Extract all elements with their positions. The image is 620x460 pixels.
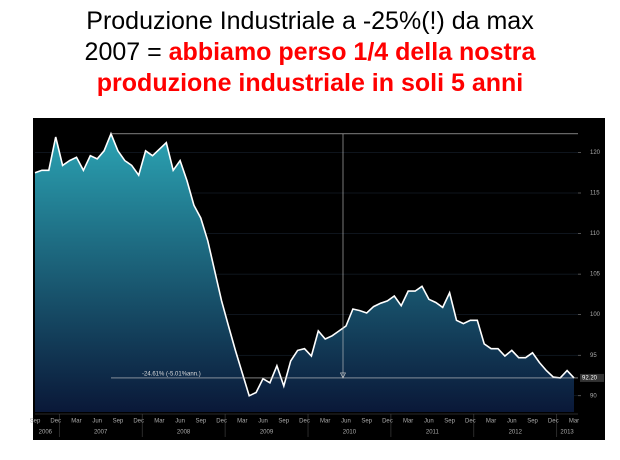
annotation: -24.61% (-5.01%ann.) — [142, 372, 201, 378]
x-tick-label: Sep — [444, 419, 455, 425]
y-tick-label: 100 — [590, 312, 601, 318]
title-text: Produzione Industriale a -25%(!) da max — [86, 7, 534, 35]
x-tick-label: Jun — [424, 419, 434, 425]
year-label: 2012 — [509, 430, 523, 436]
title-line: Produzione Industriale a -25%(!) da max — [0, 6, 620, 37]
x-tick-label: Mar — [237, 419, 247, 425]
y-tick-label: 115 — [590, 191, 600, 197]
year-label: 2010 — [343, 430, 357, 436]
x-tick-label: Sep — [113, 419, 124, 425]
last-value-label: 92.20 — [582, 376, 598, 382]
y-tick-label: 90 — [590, 393, 597, 399]
x-tick-label: Jun — [175, 419, 185, 425]
last-value-tag — [580, 373, 604, 382]
x-tick-label: Sep — [527, 419, 538, 425]
x-tick-label: Mar — [71, 419, 81, 425]
x-tick-label: Dec — [216, 419, 227, 425]
area — [35, 133, 574, 413]
title-text: produzione industriale in soli 5 anni — [96, 69, 524, 97]
x-tick-label: Sep — [278, 419, 289, 425]
y-tick-label: 105 — [590, 272, 601, 278]
year-label: 2013 — [560, 430, 574, 436]
year-label: 2007 — [94, 430, 108, 436]
year-label: 2011 — [426, 430, 440, 436]
year-label: 2009 — [260, 430, 274, 436]
title-text: abbiamo perso 1/4 della nostra — [168, 38, 536, 66]
x-tick-label: Mar — [403, 419, 413, 425]
x-tick-label: Jun — [507, 419, 517, 425]
x-tick-label: Dec — [382, 419, 393, 425]
x-tick-label: Jun — [258, 419, 268, 425]
title-line: 2007 = abbiamo perso 1/4 della nostra — [0, 37, 620, 68]
x-tick-label: Mar — [569, 419, 579, 425]
year-label: 2006 — [39, 430, 53, 436]
x-tick-label: Jun — [341, 419, 351, 425]
year-label: 2008 — [177, 430, 191, 436]
y-tick-label: 110 — [590, 231, 600, 237]
x-tick-label: Sep — [361, 419, 372, 425]
x-tick-label: Dec — [133, 419, 144, 425]
line — [34, 131, 575, 397]
x-tick-label: Mar — [486, 419, 496, 425]
x-tick-label: Sep — [30, 419, 41, 425]
x-tick-label: Dec — [548, 419, 559, 425]
y-tick-label: 95 — [590, 353, 597, 359]
x-tick-label: Mar — [320, 419, 330, 425]
x-tick-label: Dec — [50, 419, 61, 425]
title-text: 2007 = — [84, 38, 169, 66]
x-tick-label: Jun — [92, 419, 102, 425]
title-line: produzione industriale in soli 5 anni — [0, 68, 620, 99]
y-tick-label: 120 — [590, 150, 601, 156]
title: Produzione Industriale a -25%(!) da max 2… — [0, 6, 620, 99]
arrow-head — [340, 372, 346, 379]
x-tick-label: Mar — [154, 419, 164, 425]
x-tick-label: Dec — [299, 419, 310, 425]
x-tick-label: Dec — [465, 419, 476, 425]
x-tick-label: Sep — [196, 419, 207, 425]
